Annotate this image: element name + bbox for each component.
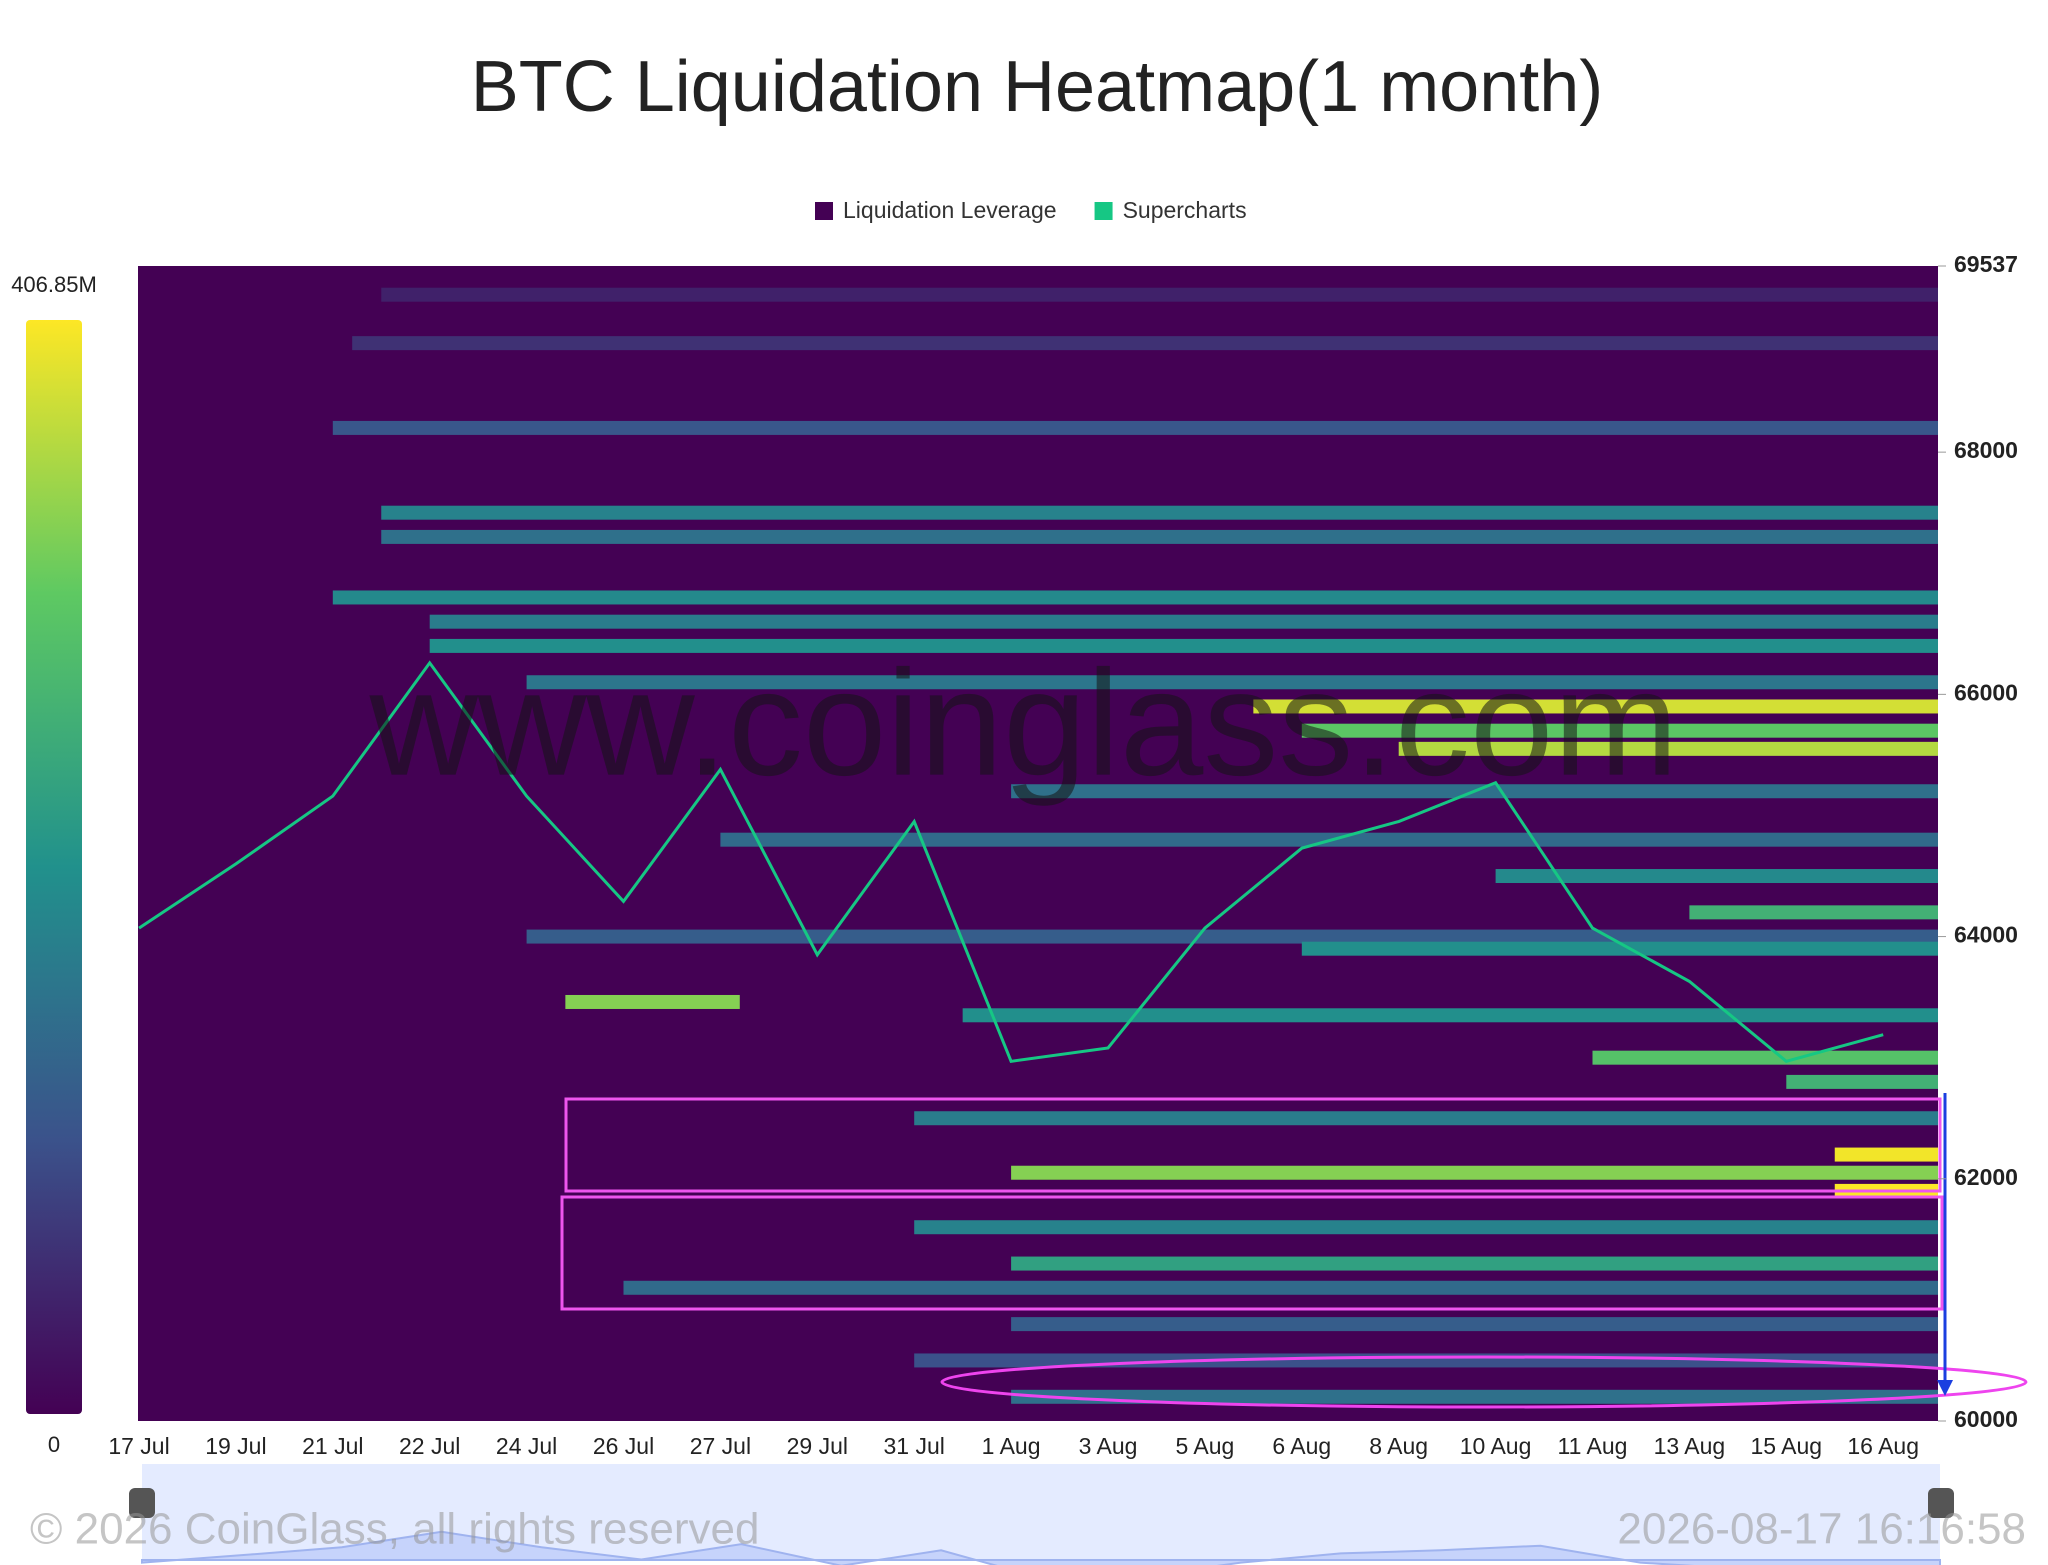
annotation-box bbox=[564, 1097, 1942, 1193]
copyright: © 2026 CoinGlass, all rights reserved bbox=[30, 1505, 759, 1554]
heat-band bbox=[1011, 1389, 1938, 1404]
x-tick-label: 22 Jul bbox=[399, 1433, 460, 1459]
x-tick-label: 1 Aug bbox=[982, 1433, 1041, 1459]
navigator-handle[interactable] bbox=[1928, 1488, 1954, 1518]
heat-band bbox=[962, 1008, 1938, 1023]
y-tick-label: 62000 bbox=[1954, 1164, 2018, 1190]
legend-label: Supercharts bbox=[1123, 197, 1247, 223]
color-tick-label: 406.85M bbox=[11, 272, 97, 297]
x-tick-label: 8 Aug bbox=[1369, 1433, 1428, 1459]
x-tick-label: 3 Aug bbox=[1079, 1433, 1138, 1459]
legend-label: Liquidation Leverage bbox=[843, 197, 1057, 223]
timestamp: 2026-08-17 16:16:58 bbox=[1617, 1505, 2026, 1554]
x-tick-label: 17 Jul bbox=[108, 1433, 169, 1459]
x-tick-label: 21 Jul bbox=[302, 1433, 363, 1459]
heat-band bbox=[914, 1220, 1938, 1235]
y-tick-label: 69537 bbox=[1954, 251, 2018, 277]
heat-band bbox=[381, 287, 1938, 302]
heat-band bbox=[526, 929, 1938, 944]
heat-band bbox=[1011, 1256, 1938, 1271]
heat-band bbox=[1786, 1074, 1938, 1089]
x-tick-label: 15 Aug bbox=[1750, 1433, 1822, 1459]
x-tick-label: 26 Jul bbox=[593, 1433, 654, 1459]
x-tick-label: 11 Aug bbox=[1558, 1433, 1628, 1459]
heat-band bbox=[352, 336, 1938, 351]
annotation-box bbox=[560, 1195, 1944, 1311]
heat-band bbox=[1301, 723, 1938, 738]
legend-swatch bbox=[815, 202, 833, 220]
annotation-arrowhead bbox=[1937, 1380, 1953, 1396]
navigator-area bbox=[141, 1530, 1941, 1565]
heat-band bbox=[332, 590, 1938, 605]
heat-band bbox=[623, 1280, 1938, 1295]
x-tick-label: 13 Aug bbox=[1654, 1433, 1726, 1459]
heat-band bbox=[332, 420, 1938, 435]
watermark: www.coinglass.com bbox=[369, 639, 1679, 807]
y-tick-label: 66000 bbox=[1954, 679, 2018, 705]
x-tick-label: 16 Aug bbox=[1847, 1433, 1919, 1459]
x-tick-label: 10 Aug bbox=[1460, 1433, 1532, 1459]
color-bar bbox=[26, 320, 82, 1414]
heat-band bbox=[1689, 905, 1938, 920]
color-tick-label: 0 bbox=[48, 1432, 60, 1457]
heat-band bbox=[1398, 741, 1938, 756]
y-tick-label: 68000 bbox=[1954, 437, 2018, 463]
heat-band bbox=[429, 638, 1938, 653]
y-tick-label: 64000 bbox=[1954, 922, 2018, 948]
heat-band bbox=[526, 675, 1938, 690]
legend-swatch bbox=[1094, 202, 1113, 220]
annotation-ellipse bbox=[940, 1355, 2028, 1409]
heat-band bbox=[381, 529, 1938, 544]
y-tick-label: 60000 bbox=[1954, 1406, 2018, 1432]
price-line bbox=[138, 660, 1884, 1063]
heat-band bbox=[1834, 1147, 1938, 1162]
x-tick-label: 27 Jul bbox=[690, 1433, 751, 1459]
heat-band bbox=[565, 994, 740, 1009]
heat-band bbox=[1592, 1050, 1938, 1065]
x-tick-label: 19 Jul bbox=[205, 1433, 266, 1459]
heat-band bbox=[429, 614, 1938, 629]
x-tick-label: 24 Jul bbox=[496, 1433, 557, 1459]
heat-band bbox=[1301, 941, 1938, 956]
navigator-handle[interactable] bbox=[129, 1488, 155, 1518]
heat-band bbox=[914, 1111, 1938, 1126]
heat-band bbox=[1495, 869, 1938, 884]
heat-band bbox=[914, 1353, 1938, 1368]
heat-band bbox=[1253, 699, 1938, 714]
chart-title: BTC Liquidation Heatmap(1 month) bbox=[471, 47, 1604, 127]
x-tick-label: 31 Jul bbox=[884, 1433, 945, 1459]
heat-band bbox=[1011, 1165, 1938, 1180]
heat-band bbox=[1011, 1317, 1938, 1332]
x-tick-label: 6 Aug bbox=[1272, 1433, 1331, 1459]
x-tick-label: 5 Aug bbox=[1175, 1433, 1234, 1459]
x-tick-label: 29 Jul bbox=[787, 1433, 848, 1459]
heat-band bbox=[381, 505, 1938, 520]
